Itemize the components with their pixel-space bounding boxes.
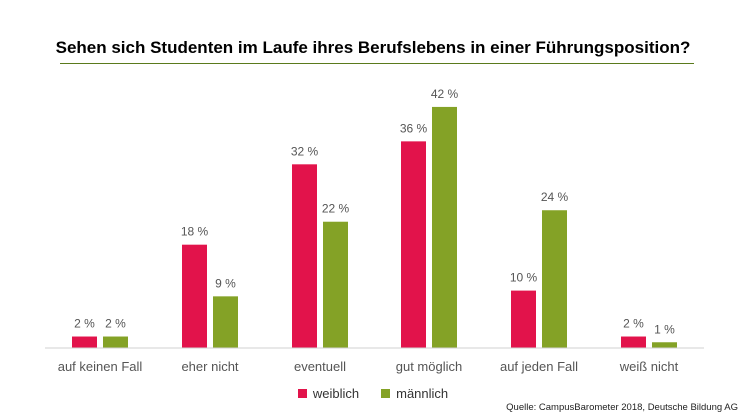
bar-weiblich-1 [182,244,207,348]
bar-maennlich-5 [652,342,677,348]
legend-swatch-weiblich [297,389,307,398]
chart-title: Sehen sich Studenten im Laufe ihres Beru… [55,38,691,57]
value-label-maennlich-3: 42 % [431,87,459,101]
legend-item-maennlich: männlich [381,386,448,401]
legend-item-weiblich: weiblich [297,386,360,401]
legend-label-weiblich: weiblich [312,386,360,401]
bar-maennlich-0 [103,336,128,348]
bar-maennlich-3 [432,106,457,348]
category-label-3: gut möglich [396,359,462,374]
category-label-5: weiß nicht [619,359,679,374]
bar-weiblich-3 [401,141,426,348]
value-label-maennlich-4: 24 % [541,190,569,204]
value-label-maennlich-1: 9 % [215,276,236,290]
value-label-weiblich-4: 10 % [510,271,538,285]
source-note: Quelle: CampusBarometer 2018, Deutsche B… [506,402,738,413]
title-underline [60,63,694,64]
bar-maennlich-2 [323,221,348,348]
legend-label-maennlich: männlich [396,386,449,401]
legend: weiblich männlich [0,386,746,401]
category-label-1: eher nicht [181,359,238,374]
value-label-weiblich-2: 32 % [291,144,319,158]
value-label-weiblich-5: 2 % [623,317,644,331]
value-label-weiblich-3: 36 % [400,121,428,135]
bars-group [72,106,677,348]
value-label-maennlich-2: 22 % [322,202,350,216]
category-labels-group: auf keinen Fall eher nicht eventuell gut mö… [58,359,679,374]
bar-weiblich-4 [511,290,536,348]
value-label-maennlich-5: 1 % [654,322,675,336]
value-label-weiblich-0: 2 % [74,317,95,331]
category-label-4: auf jeden Fall [500,359,578,374]
bar-weiblich-0 [72,336,97,348]
legend-swatch-maennlich [381,389,391,398]
bar-weiblich-2 [292,164,317,348]
value-label-weiblich-1: 18 % [181,225,209,239]
value-labels-group: 2 % 2 % 18 % 9 % 32 % 22 % 36 % 42 % 10 % 24 % 2 %… [74,87,675,336]
bar-weiblich-5 [621,336,646,348]
category-label-2: eventuell [294,359,346,374]
bar-maennlich-4 [542,210,567,348]
bar-maennlich-1 [213,296,238,348]
value-label-maennlich-0: 2 % [105,317,126,331]
category-label-0: auf keinen Fall [58,359,143,374]
